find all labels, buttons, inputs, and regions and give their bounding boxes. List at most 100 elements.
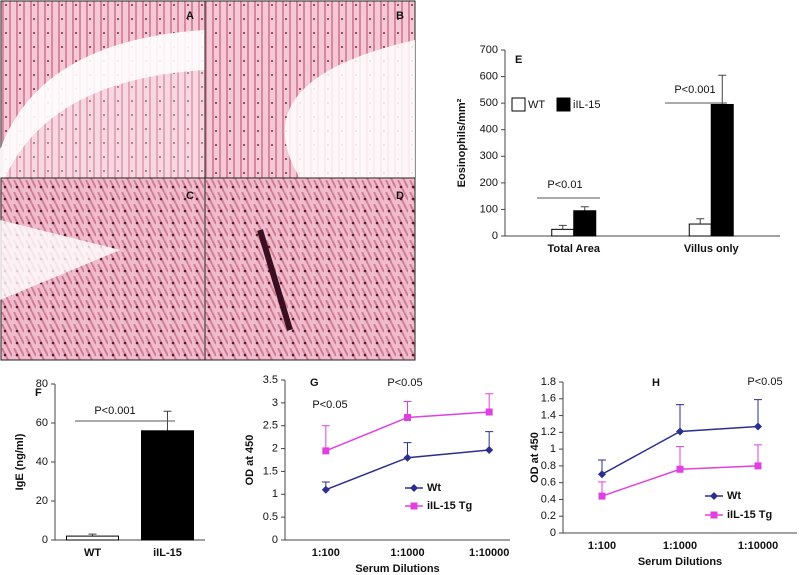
y-tick-label: 1 xyxy=(550,443,556,455)
y-tick-label: 0.8 xyxy=(541,460,556,472)
marker xyxy=(404,413,411,421)
error-bar xyxy=(718,74,727,105)
panel-label: E xyxy=(515,54,522,66)
y-tick-label: 0 xyxy=(272,534,278,546)
bar xyxy=(688,223,712,237)
y-tick-label: 20 xyxy=(36,495,48,507)
annotation: P<0.001 xyxy=(674,84,715,96)
marker xyxy=(321,485,330,494)
y-tick-label: 40 xyxy=(36,456,48,468)
y-tick-label: 1.8 xyxy=(541,376,556,388)
annotation: P<0.01 xyxy=(547,179,582,191)
y-tick-label: 0.6 xyxy=(541,477,556,489)
error-bar xyxy=(696,218,705,225)
marker xyxy=(485,445,494,454)
bar xyxy=(141,430,194,541)
marker xyxy=(410,502,418,510)
y-tick-label: 0 xyxy=(492,230,498,242)
legend-label: iIL-15 xyxy=(573,99,601,111)
marker xyxy=(598,470,606,479)
marker xyxy=(485,408,493,416)
panel-label: G xyxy=(310,377,319,389)
panel-label: F xyxy=(35,387,42,399)
bar xyxy=(710,103,734,237)
error-bar xyxy=(321,425,330,451)
y-axis-label: IgE (ng/ml) xyxy=(14,433,26,490)
x-tick-label: iIL-15 xyxy=(153,547,182,559)
stain xyxy=(257,229,293,331)
y-tick-label: 0 xyxy=(550,527,556,539)
marker xyxy=(403,453,412,462)
x-tick-label: 1:10000 xyxy=(469,547,509,559)
marker xyxy=(754,462,762,470)
image-panel xyxy=(204,177,416,361)
y-axis-label: OD at 450 xyxy=(244,435,256,486)
x-tick-label: Total Area xyxy=(547,243,600,255)
legend-label: Wt xyxy=(427,482,441,494)
y-tick-label: 100 xyxy=(480,203,498,215)
lumen xyxy=(0,220,120,300)
error-bar xyxy=(676,404,684,432)
x-tick-label: 1:1000 xyxy=(390,547,424,559)
x-tick-label: 1:100 xyxy=(312,547,340,559)
marker xyxy=(676,465,684,473)
y-tick-label: 1.4 xyxy=(541,409,556,421)
marker xyxy=(676,427,684,436)
legend-label: Wt xyxy=(727,490,741,502)
error-bar xyxy=(558,224,567,230)
y-tick-label: 200 xyxy=(480,177,498,189)
y-axis-label: Eosinophils/mm² xyxy=(456,98,468,187)
panel-label: A xyxy=(186,10,194,22)
error-bar xyxy=(754,399,762,427)
histology-panels: A B C D xyxy=(0,0,416,361)
error-bar xyxy=(580,206,589,211)
x-tick-label: 1:10000 xyxy=(738,540,778,552)
error-bar xyxy=(676,446,684,470)
legend-swatch xyxy=(511,97,526,112)
panel-label: H xyxy=(652,377,660,389)
annotation: P<0.05 xyxy=(312,399,347,411)
annotation: P<0.05 xyxy=(387,377,422,389)
y-tick-label: 1.5 xyxy=(263,465,278,477)
x-tick-label: 1:1000 xyxy=(663,540,697,552)
panel-label: B xyxy=(396,10,404,22)
y-tick-label: 1.6 xyxy=(541,393,556,405)
marker xyxy=(710,511,718,519)
y-tick-label: 3 xyxy=(272,397,278,409)
y-tick-label: 1.2 xyxy=(541,426,556,438)
x-tick-label: WT xyxy=(84,547,101,559)
lumen xyxy=(284,40,415,178)
marker xyxy=(598,492,606,500)
y-tick-label: 1 xyxy=(272,488,278,500)
legend-label: iIL-15 Tg xyxy=(427,500,472,512)
marker xyxy=(710,492,718,500)
legend-label: WT xyxy=(528,99,545,111)
bar xyxy=(66,535,119,541)
x-tick-label: Villus only xyxy=(684,243,740,255)
y-tick-label: 500 xyxy=(480,97,498,109)
legend-swatch xyxy=(556,97,571,112)
annotation: P<0.05 xyxy=(747,376,782,388)
panel-label: C xyxy=(186,190,194,202)
y-tick-label: 3.5 xyxy=(263,374,278,386)
y-tick-label: 300 xyxy=(480,150,498,162)
y-tick-label: 0.4 xyxy=(541,493,556,505)
y-tick-label: 0.2 xyxy=(541,510,556,522)
marker xyxy=(754,422,762,431)
y-tick-label: 60 xyxy=(36,417,48,429)
annotation: P<0.001 xyxy=(94,405,135,417)
legend-label: iIL-15 Tg xyxy=(727,509,772,521)
y-axis-label: OD at 450 xyxy=(529,432,541,483)
x-tick-label: 1:100 xyxy=(588,540,616,552)
x-axis-label: Serum Dilutions xyxy=(355,563,439,575)
marker xyxy=(410,484,418,492)
y-tick-label: 2.5 xyxy=(263,420,278,432)
panel-label: D xyxy=(396,190,404,202)
y-tick-label: 700 xyxy=(480,44,498,56)
bar xyxy=(573,210,597,237)
bar xyxy=(551,228,575,237)
x-axis-label: Serum Dilutions xyxy=(638,556,722,568)
y-tick-label: 400 xyxy=(480,124,498,136)
y-tick-label: 2 xyxy=(272,442,278,454)
